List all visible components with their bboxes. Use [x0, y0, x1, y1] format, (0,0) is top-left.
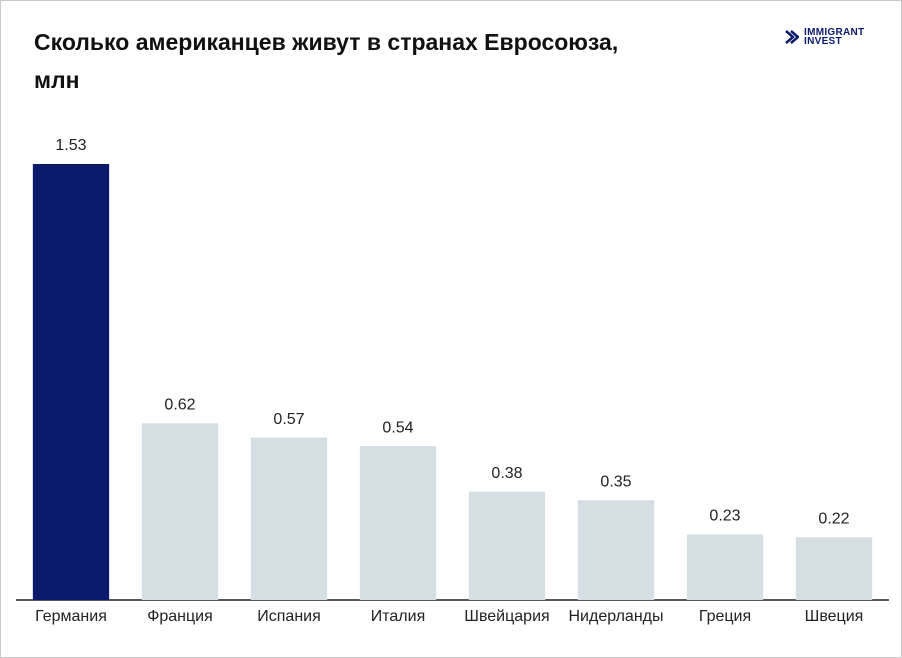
x-tick-label: Франция	[147, 608, 213, 625]
value-label: 0.54	[382, 419, 413, 436]
x-tick-label: Испания	[257, 608, 321, 625]
bar	[686, 534, 764, 600]
x-tick-label: Швеция	[805, 608, 864, 625]
bar	[32, 164, 110, 600]
logo-icon	[785, 30, 799, 44]
bar	[795, 537, 873, 600]
value-label: 0.22	[818, 511, 849, 528]
value-label: 0.38	[491, 465, 522, 482]
logo-line: INVEST	[804, 36, 842, 47]
x-tick-label: Германия	[35, 608, 107, 625]
bar	[359, 446, 437, 600]
bar	[468, 491, 546, 600]
logo-line: IMMIGRANT	[804, 27, 865, 38]
bar	[250, 437, 328, 600]
logo: IMMIGRANT INVEST	[785, 27, 865, 47]
value-label: 0.57	[273, 411, 304, 428]
value-label: 0.62	[164, 397, 195, 414]
x-tick-label: Нидерланды	[569, 608, 664, 625]
value-label: 0.23	[709, 508, 740, 525]
chart-title: Сколько американцев живут в странах Евро…	[34, 29, 619, 93]
value-label: 1.53	[55, 137, 86, 154]
logo-text: IMMIGRANT INVEST	[804, 27, 865, 47]
x-tick-label: Швейцария	[464, 608, 549, 625]
bar	[577, 500, 655, 600]
value-label: 0.35	[600, 473, 631, 490]
x-tick-label: Италия	[371, 608, 425, 625]
bar	[141, 423, 219, 600]
x-tick-label: Греция	[699, 608, 751, 625]
